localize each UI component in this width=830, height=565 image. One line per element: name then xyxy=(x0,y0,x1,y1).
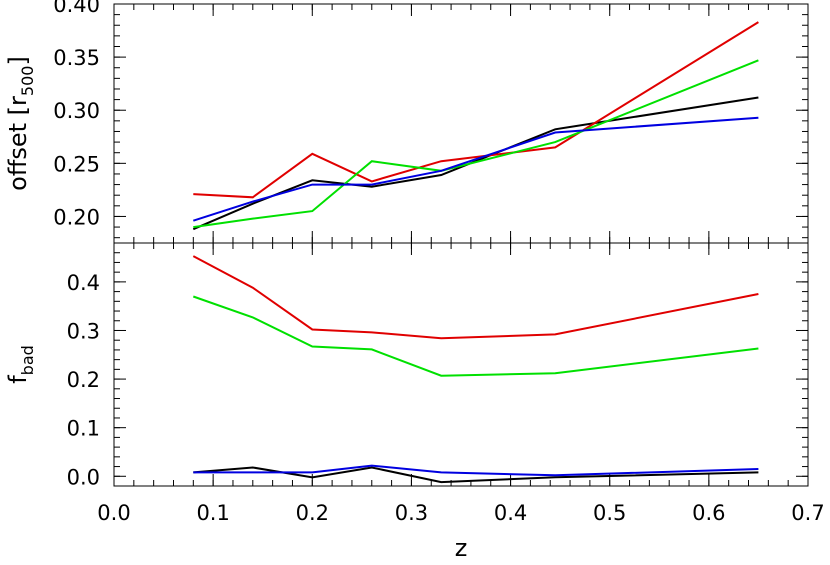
series-line-4 xyxy=(193,464,759,477)
bottom-plot-frame xyxy=(113,242,809,487)
series-line-4 xyxy=(192,116,759,222)
bottom-y-ticks: 0.0 0.1 0.2 0.3 0.4 xyxy=(67,242,808,489)
x-tick-label: 0.1 xyxy=(196,501,229,525)
y-tick-label: 0.30 xyxy=(53,99,100,123)
y-tick-label: 0.4 xyxy=(67,271,100,295)
y-tick-label: 0.0 xyxy=(67,465,100,489)
bottom-x-ticks: 0.0 0.1 0.2 0.3 0.4 0.5 0.6 0.7 xyxy=(97,243,825,525)
y-tick-label: 0.20 xyxy=(53,205,100,229)
y-tick-label: 0.3 xyxy=(67,319,100,343)
series-line-2 xyxy=(192,295,759,377)
x-tick-label: 0.6 xyxy=(692,501,725,525)
top-y-axis-label: offset [r500] xyxy=(4,56,37,191)
y-tick-label: 0.1 xyxy=(67,417,100,441)
series-line-3 xyxy=(193,59,759,229)
series-line-1 xyxy=(192,96,759,231)
x-axis-label: z xyxy=(455,534,468,560)
x-tick-label: 0.3 xyxy=(395,501,428,525)
x-tick-label: 0.0 xyxy=(97,501,130,525)
x-tick-label: 0.7 xyxy=(791,501,824,525)
top-y-ticks: 0.20 0.25 0.30 0.35 0.40 xyxy=(53,0,808,239)
series-line-1 xyxy=(192,255,759,340)
top-panel: 0.20 0.25 0.30 0.35 0.40 offset [r500] xyxy=(4,0,809,244)
series-line-3 xyxy=(193,466,759,484)
bottom-y-axis-label: fbad xyxy=(4,345,37,384)
y-tick-label: 0.2 xyxy=(67,368,100,392)
bottom-panel: 0.0 0.1 0.2 0.3 0.4 0.0 0.1 0.2 0.3 0.4 0.5 0.6 0.7… xyxy=(4,242,825,562)
x-tick-label: 0.4 xyxy=(494,501,527,525)
top-series-lines xyxy=(192,21,759,231)
x-tick-label: 0.5 xyxy=(593,501,626,525)
y-tick-label: 0.25 xyxy=(53,152,100,176)
y-tick-label: 0.35 xyxy=(53,46,100,70)
bottom-series-lines xyxy=(192,255,759,484)
series-line-2 xyxy=(193,21,759,199)
y-tick-label: 0.40 xyxy=(53,0,100,17)
x-tick-label: 0.2 xyxy=(296,501,329,525)
